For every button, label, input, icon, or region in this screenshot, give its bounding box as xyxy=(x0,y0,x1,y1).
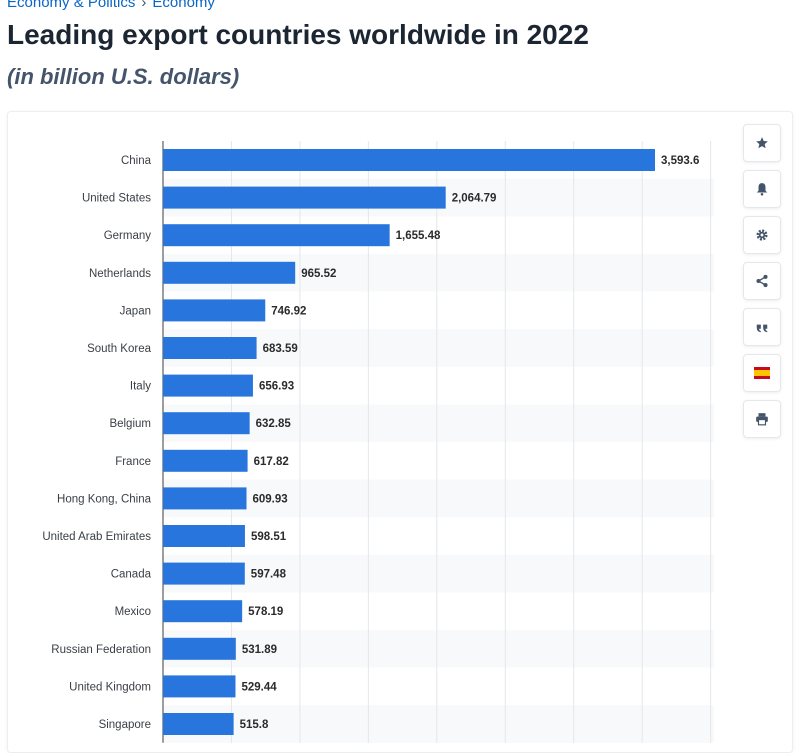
category-label: United States xyxy=(82,193,151,205)
bar xyxy=(163,637,236,660)
value-label: 746.92 xyxy=(271,305,306,317)
category-label: United Arab Emirates xyxy=(42,531,151,543)
bar xyxy=(163,412,250,435)
bell-icon xyxy=(756,183,768,196)
breadcrumb-link-economy[interactable]: Economy xyxy=(152,0,215,11)
quote-icon xyxy=(756,324,768,333)
row-stripe xyxy=(163,554,714,593)
notification-button[interactable] xyxy=(743,170,781,208)
page-subtitle: (in billion U.S. dollars) xyxy=(7,64,240,89)
row-stripe xyxy=(163,705,714,743)
category-label: Singapore xyxy=(99,719,151,731)
category-label: Belgium xyxy=(109,418,151,430)
value-label: 597.48 xyxy=(251,569,287,581)
language-button[interactable] xyxy=(743,354,781,392)
bar-chart: China 3,593.6 United States 2,064.79 Germany… xyxy=(42,141,714,743)
chart-card: China 3,593.6 United States 2,064.79 Germany… xyxy=(7,111,793,753)
row-stripe xyxy=(163,630,714,668)
category-label: Germany xyxy=(104,230,152,242)
citation-button[interactable] xyxy=(743,308,781,346)
row-stripe xyxy=(163,479,714,518)
category-label: Japan xyxy=(120,305,151,317)
breadcrumb-link-economy-politics[interactable]: Economy & Politics xyxy=(7,0,136,11)
category-label: Russian Federation xyxy=(51,644,151,656)
value-label: 578.19 xyxy=(248,606,283,618)
value-label: 529.44 xyxy=(241,681,277,693)
value-label: 3,593.6 xyxy=(661,155,699,167)
bar xyxy=(163,261,296,284)
value-label: 609.93 xyxy=(253,493,288,505)
category-label: Canada xyxy=(111,569,152,581)
value-label: 617.82 xyxy=(254,456,289,468)
bar xyxy=(163,337,257,359)
value-label: 598.51 xyxy=(251,531,287,543)
value-label: 515.8 xyxy=(240,719,269,731)
bar xyxy=(163,713,234,735)
category-label: Netherlands xyxy=(89,268,151,280)
favorite-button[interactable] xyxy=(743,124,781,162)
value-label: 683.59 xyxy=(263,343,298,355)
spain-flag-icon xyxy=(754,367,770,379)
gear-icon xyxy=(756,229,768,241)
category-label: Mexico xyxy=(115,606,151,618)
breadcrumb-separator: › xyxy=(141,0,147,11)
bar xyxy=(163,562,245,585)
bar xyxy=(163,449,248,472)
settings-button[interactable] xyxy=(743,216,781,254)
category-label: Hong Kong, China xyxy=(57,493,152,505)
value-label: 1,655.48 xyxy=(396,230,441,242)
bar xyxy=(163,224,390,247)
category-label: China xyxy=(121,155,152,167)
value-label: 2,064.79 xyxy=(452,193,497,205)
breadcrumb: Economy & Politics › Economy xyxy=(7,0,215,14)
value-label: 656.93 xyxy=(259,381,294,393)
share-icon xyxy=(756,274,768,288)
value-label: 632.85 xyxy=(256,418,292,430)
bar xyxy=(163,299,266,322)
category-label: United Kingdom xyxy=(69,681,151,693)
category-label: Italy xyxy=(130,381,151,393)
category-label: South Korea xyxy=(87,343,152,355)
print-icon xyxy=(756,413,768,426)
value-label: 531.89 xyxy=(242,644,277,656)
bar xyxy=(163,675,236,698)
print-button[interactable] xyxy=(743,400,781,438)
share-button[interactable] xyxy=(743,262,781,300)
row-stripe xyxy=(163,404,714,442)
bar xyxy=(163,374,253,397)
bar xyxy=(163,487,247,510)
bar xyxy=(163,186,446,209)
page-title: Leading export countries worldwide in 20… xyxy=(7,19,589,50)
bar xyxy=(163,149,655,171)
bar xyxy=(163,600,243,623)
category-label: France xyxy=(115,456,151,468)
value-label: 965.52 xyxy=(301,268,336,280)
star-icon xyxy=(756,137,768,149)
bar xyxy=(163,525,245,547)
